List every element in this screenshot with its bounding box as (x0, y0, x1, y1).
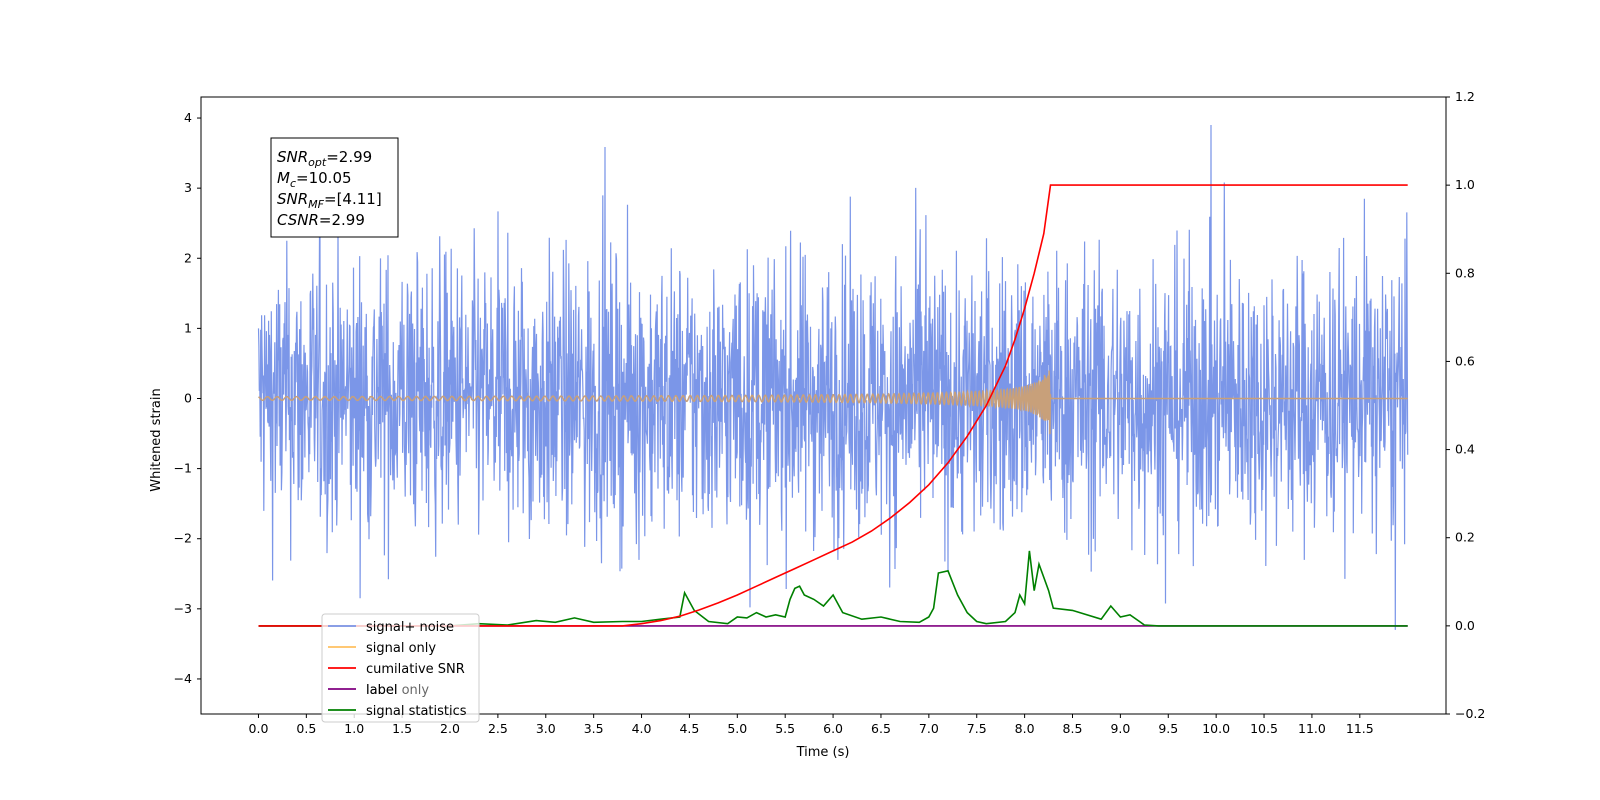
x-tick-label: 11.5 (1346, 721, 1374, 736)
y2-tick-label: 0.2 (1455, 530, 1475, 545)
annotation-value: =[4.11] (324, 190, 382, 208)
series-signal-only (258, 370, 1408, 435)
x-tick-label: 0.0 (249, 721, 269, 736)
x-tick-label: 4.0 (632, 721, 652, 736)
axes: 0.0 0.5 1.0 1.5 2.0 2.5 3.0 3.5 4.0 4.5 5.0 5.5 6.0 6… (174, 89, 1486, 736)
x-tick-label: 5.0 (727, 721, 747, 736)
annotation-symbol: M (277, 169, 290, 187)
legend-label: signal statistics (366, 704, 467, 719)
annotation-subscript: opt (308, 156, 327, 169)
x-tick-label: 2.5 (488, 721, 508, 736)
x-tick-label: 10.5 (1250, 721, 1278, 736)
annotation-line: SNRMF=[4.11] (277, 190, 382, 211)
annotation-symbol: SNR (277, 148, 308, 166)
x-tick-label: 10.0 (1202, 721, 1230, 736)
legend-label: signal+ noise (366, 620, 454, 635)
y-tick-label: 4 (184, 110, 192, 125)
y-tick-label: 0 (184, 390, 192, 405)
axes-frame (200, 96, 1447, 715)
x-tick-label: 5.5 (775, 721, 795, 736)
y-tick-label: −1 (174, 461, 192, 476)
y-tick-label: −2 (174, 531, 192, 546)
y-tick-label: 2 (184, 250, 192, 265)
legend-label: label (366, 683, 397, 698)
x-tick-label: 9.5 (1158, 721, 1178, 736)
y-tick-label: 3 (184, 180, 192, 195)
y-axis-label: Whitened strain (149, 388, 164, 491)
annotation-line: CSNR=2.99 (277, 211, 365, 229)
y2-tick-label: 0.0 (1455, 618, 1475, 633)
y2-tick-label: 0.4 (1455, 442, 1475, 457)
x-tick-label: 8.5 (1063, 721, 1083, 736)
x-tick-label: 1.5 (392, 721, 412, 736)
x-tick-label: 4.5 (679, 721, 699, 736)
x-tick-label: 6.5 (871, 721, 891, 736)
legend-label-faded: label only (366, 683, 429, 698)
y-tick-label: 1 (184, 320, 192, 335)
x-tick-label: 1.0 (344, 721, 364, 736)
x-tick-label: 3.0 (536, 721, 556, 736)
y-tick-label: −4 (174, 671, 192, 686)
x-tick-label: 0.5 (296, 721, 316, 736)
annotation-frame (270, 137, 399, 238)
legend-frame (321, 613, 480, 723)
x-tick-label: 7.0 (919, 721, 939, 736)
annotation-symbol: CSNR (277, 211, 319, 229)
legend-label: cumilative SNR (366, 662, 465, 677)
x-tick-label: 11.0 (1298, 721, 1326, 736)
series-signal-plus-noise (257, 124, 1409, 630)
series-cumilative-snr (258, 184, 1408, 627)
annotation-value: =2.99 (319, 211, 365, 229)
annotation-symbol: SNR (277, 190, 308, 208)
y2-tick-label: −0.2 (1455, 706, 1485, 721)
annotation-line: Mc=10.05 (277, 169, 352, 190)
y2-tick-label: 1.2 (1455, 89, 1475, 104)
annotation-subscript: MF (308, 198, 324, 211)
y-tick-label: −3 (174, 601, 192, 616)
legend-label: signal only (366, 641, 436, 656)
y2-tick-label: 0.6 (1455, 353, 1475, 368)
x-tick-label: 3.5 (584, 721, 604, 736)
x-tick-label: 6.0 (823, 721, 843, 736)
annotation-line: SNRopt=2.99 (277, 148, 372, 169)
x-tick-label: 9.0 (1110, 721, 1130, 736)
annotation-subscript: c (290, 177, 296, 190)
x-tick-label: 8.0 (1015, 721, 1035, 736)
x-axis-label: Time (s) (796, 745, 850, 760)
x-tick-label: 2.0 (440, 721, 460, 736)
annotation-value: =2.99 (326, 148, 372, 166)
y2-tick-label: 1.0 (1455, 177, 1475, 192)
legend: signal+ noise signal only cumilative SNR la… (321, 613, 480, 723)
y2-tick-label: 0.8 (1455, 265, 1475, 280)
annotation-value: =10.05 (296, 169, 352, 187)
x-tick-label: 7.5 (967, 721, 987, 736)
